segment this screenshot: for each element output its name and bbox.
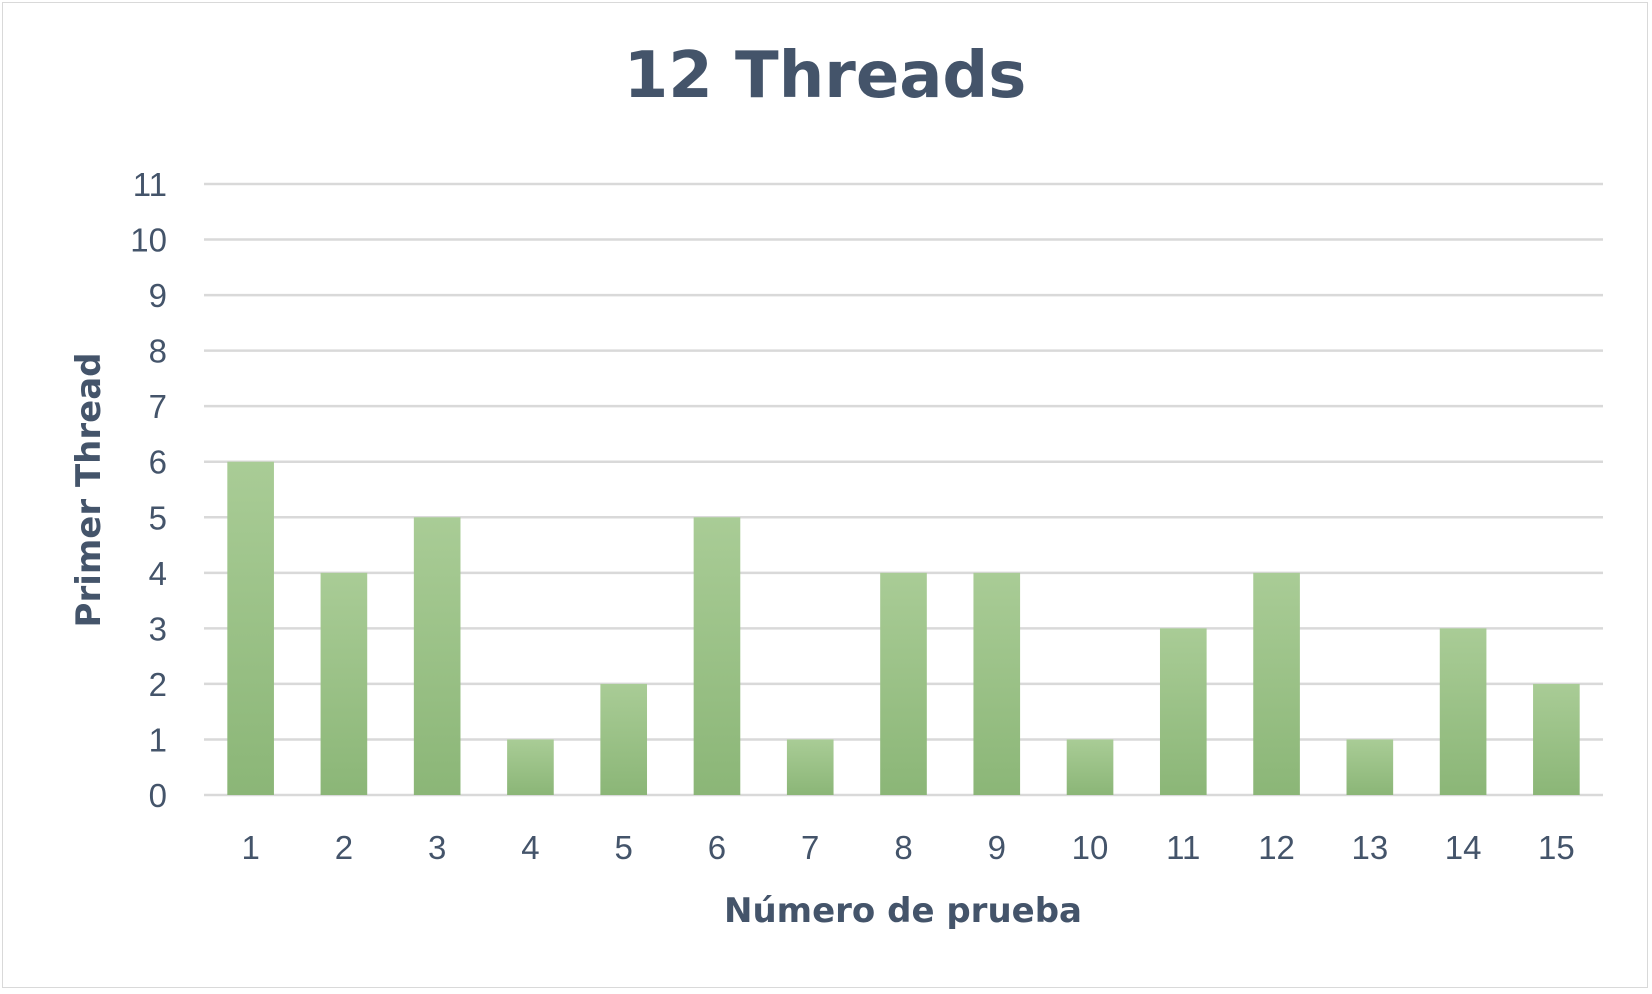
- x-tick-label: 13: [1351, 829, 1388, 866]
- bar-1: [227, 461, 274, 795]
- bar-2: [320, 572, 368, 795]
- x-tick-label: 10: [1072, 829, 1109, 866]
- bar-9: [973, 572, 1021, 795]
- y-tick-label: 5: [149, 499, 167, 536]
- bar-5: [600, 683, 648, 795]
- x-tick-label: 14: [1445, 829, 1482, 866]
- y-tick-label: 10: [130, 222, 167, 259]
- y-tick-label: 9: [149, 277, 167, 314]
- bar-14: [1439, 628, 1487, 795]
- y-tick-label: 6: [149, 444, 167, 481]
- x-tick-label: 6: [708, 829, 726, 866]
- chart-title: 12 Threads: [623, 39, 1027, 113]
- x-tick-label: 7: [801, 829, 819, 866]
- bar-11: [1159, 628, 1207, 795]
- x-tick-label: 8: [894, 829, 912, 866]
- bar-13: [1346, 739, 1394, 795]
- x-tick-label: 2: [335, 829, 353, 866]
- x-tick-label: 4: [521, 829, 539, 866]
- x-tick-label: 1: [241, 829, 259, 866]
- bars: [227, 461, 1580, 795]
- y-tick-label: 7: [149, 388, 167, 425]
- bar-10: [1066, 739, 1114, 795]
- x-tick-label: 12: [1258, 829, 1295, 866]
- bar-3: [413, 517, 461, 795]
- x-tick-label: 3: [428, 829, 446, 866]
- y-tick-label: 3: [149, 610, 167, 647]
- y-tick-label: 0: [149, 777, 167, 814]
- x-tick-label: 9: [988, 829, 1006, 866]
- bar-8: [880, 572, 927, 795]
- y-tick-label: 4: [149, 555, 167, 592]
- y-tick-label: 2: [149, 666, 167, 703]
- y-axis-ticks: 0 1 2 3 4 5 6 7 8 9 10 11: [130, 166, 167, 814]
- x-tick-label: 15: [1538, 829, 1575, 866]
- x-tick-label: 5: [615, 829, 633, 866]
- bar-4: [507, 739, 554, 795]
- bar-6: [693, 517, 741, 795]
- y-tick-label: 11: [133, 166, 167, 203]
- bar-15: [1533, 683, 1580, 795]
- y-tick-label: 8: [149, 333, 167, 370]
- x-axis-title: Número de prueba: [724, 891, 1082, 931]
- bar-7: [786, 739, 834, 795]
- x-tick-label: 11: [1166, 829, 1200, 866]
- y-axis-title: Primer Thread: [69, 353, 109, 628]
- x-axis-ticks: 1 2 3 4 5 6 7 8 9 10 11 12 13 14 15: [241, 829, 1574, 866]
- bar-12: [1253, 572, 1300, 795]
- y-tick-label: 1: [149, 721, 167, 758]
